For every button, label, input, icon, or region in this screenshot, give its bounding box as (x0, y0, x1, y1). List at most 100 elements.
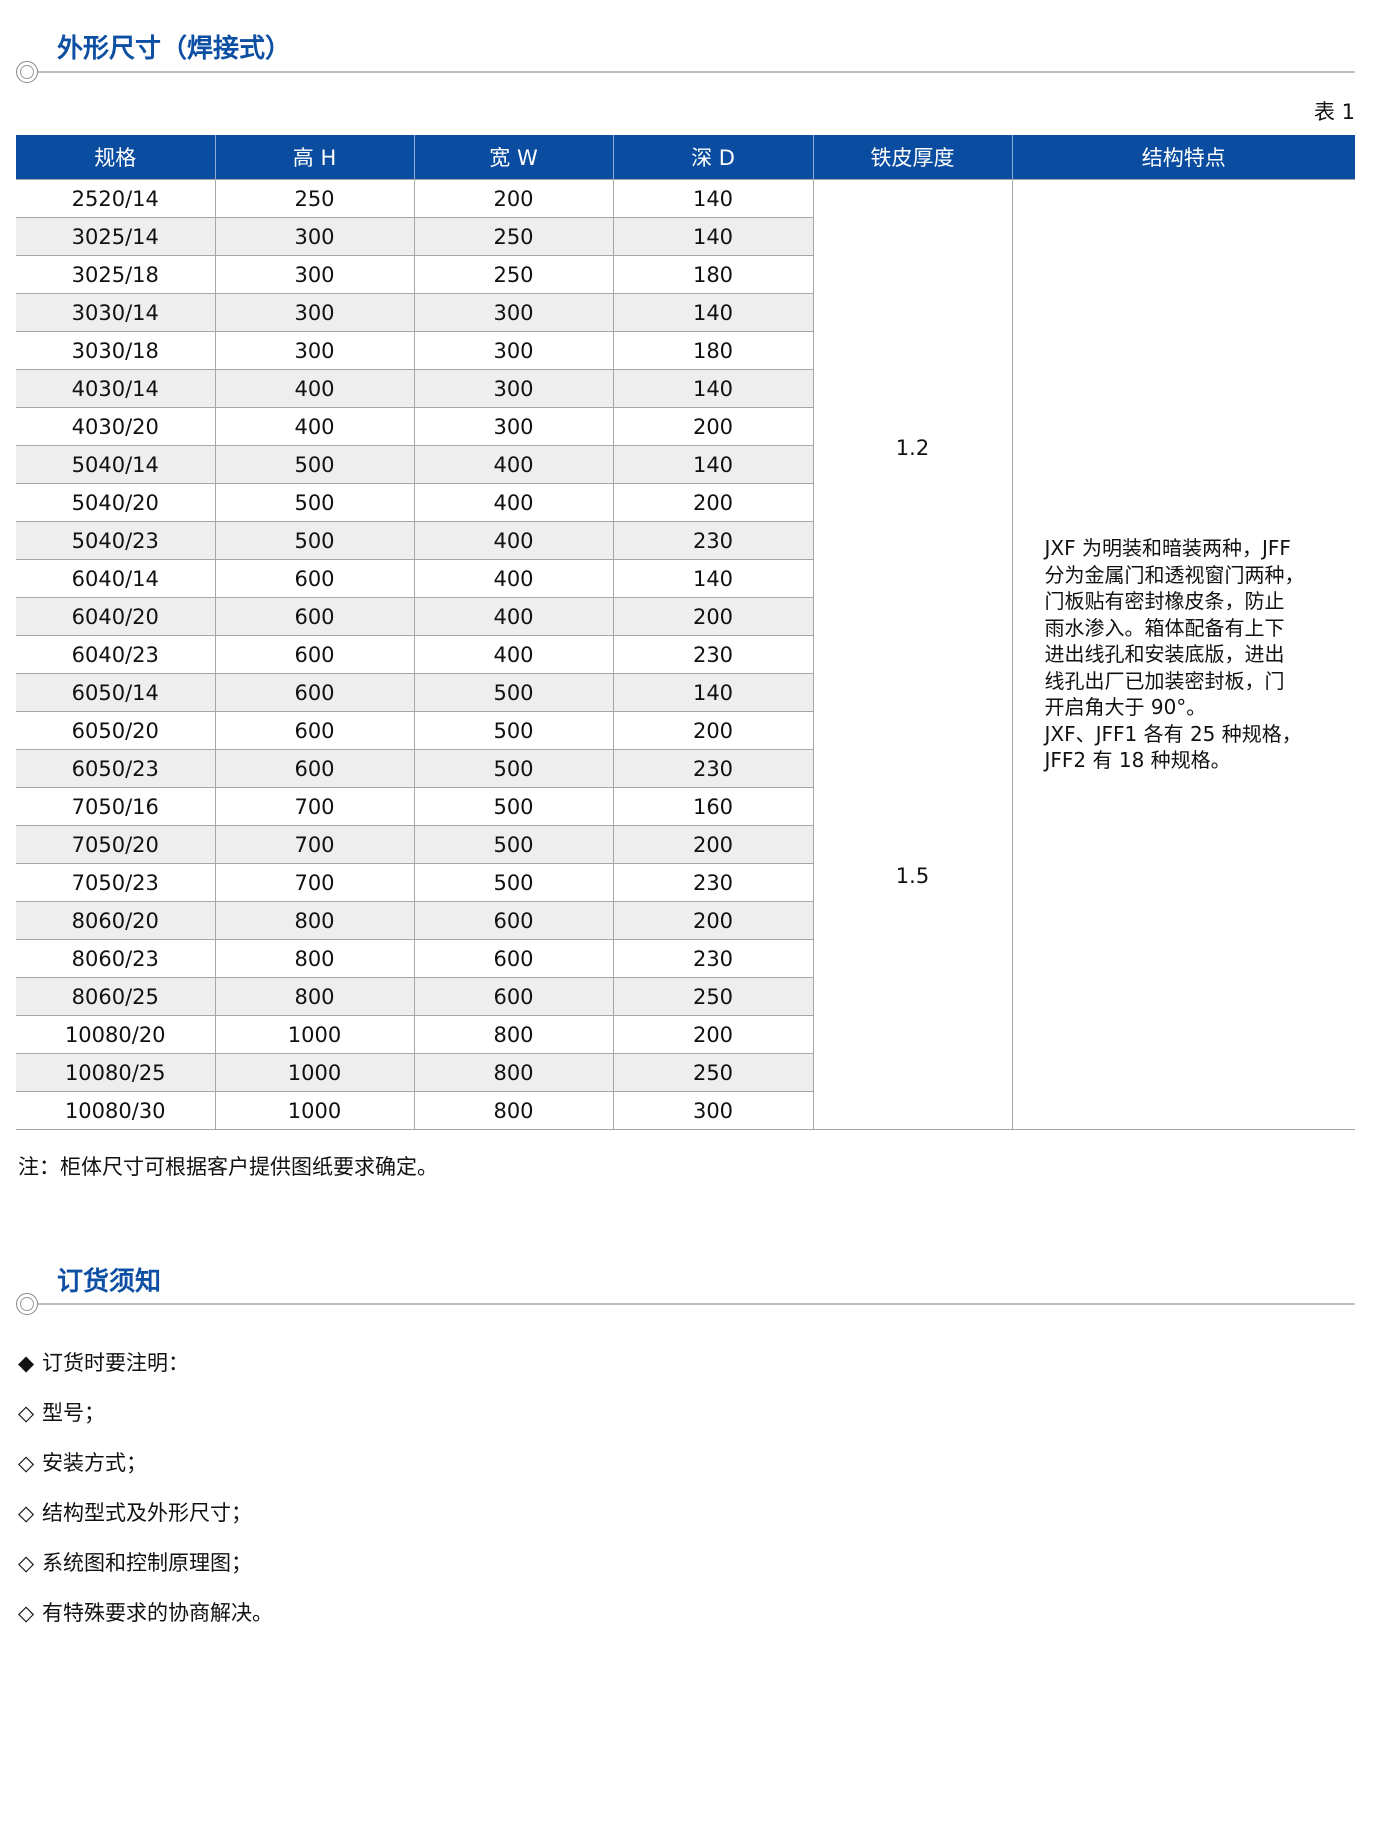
table-cell: 400 (214, 369, 415, 408)
table-cell: 500 (413, 749, 614, 788)
table-cell: 230 (612, 521, 814, 560)
diamond-outline-icon: ◇ (18, 1451, 35, 1475)
list-item-text: 订货时要注明： (42, 1351, 189, 1375)
table-cell: 160 (612, 787, 814, 826)
table-cell: 300 (214, 255, 415, 294)
table-cell: 500 (214, 521, 415, 560)
table-cell: 180 (612, 255, 814, 294)
column-header: 深 D (612, 135, 813, 180)
table-cell: 200 (612, 483, 814, 522)
table-cell: 6040/23 (16, 635, 216, 674)
table-cell: 500 (413, 825, 614, 864)
table-cell: 6040/14 (16, 559, 216, 598)
table-cell: 500 (214, 483, 415, 522)
table-cell: 200 (612, 901, 814, 940)
table-cell: 3025/14 (16, 217, 216, 256)
list-item-text: 型号； (42, 1401, 105, 1425)
table-cell: 200 (612, 1015, 814, 1054)
table-cell: 8060/23 (16, 939, 216, 978)
section-title: 外形尺寸（焊接式） (57, 34, 292, 64)
column-header: 规格 (16, 135, 215, 180)
table-row: 8060/23 800 600 230 (16, 939, 1355, 978)
table-cell: 300 (214, 217, 415, 256)
table-cell: 7050/20 (16, 825, 216, 864)
table-row: 2520/14 250 200 140 1.2 1.5 JXF 为明装和暗装两种，JFF 分为… (16, 179, 1355, 1130)
table-cell: 300 (413, 331, 614, 370)
column-header: 结构特点 (1011, 135, 1355, 180)
table-cell: 1000 (214, 1053, 415, 1092)
section-divider (36, 1303, 1355, 1305)
circle-bullet-icon (16, 1293, 38, 1315)
table-label: 表 1 (1313, 100, 1355, 124)
column-header: 高 H (214, 135, 414, 180)
table-row: 10080/25 1000 800 250 (16, 1053, 1355, 1092)
table-row: 3025/18 300 250 180 (16, 255, 1355, 294)
table-cell: 800 (214, 977, 415, 1016)
table-cell: 3030/18 (16, 331, 216, 370)
table-cell: 140 (612, 369, 814, 408)
table-cell: 600 (214, 597, 415, 636)
features-cell: JXF 为明装和暗装两种，JFF 分为金属门和透视窗门两种， 门板贴有密封橡皮条，防… (1011, 179, 1355, 1130)
table-row: 7050/23 700 500 230 (16, 863, 1355, 902)
table-cell: 6050/23 (16, 749, 216, 788)
table-cell: 180 (612, 331, 814, 370)
features-line: 开启角大于 90°。 (1044, 695, 1207, 720)
list-item: ◇ 结构型式及外形尺寸； (18, 1499, 252, 1527)
table-cell: 10080/30 (16, 1091, 216, 1130)
thickness-cell: 1.2 1.5 (812, 179, 1013, 1130)
list-item: ◇ 型号； (18, 1399, 105, 1427)
table-cell: 250 (214, 179, 415, 218)
table-cell: 400 (413, 559, 614, 598)
features-line: JXF 为明装和暗装两种，JFF (1044, 536, 1291, 561)
table-row: 10080/20 1000 800 200 (16, 1015, 1355, 1054)
table-cell: 140 (612, 293, 814, 332)
table-cell: 200 (612, 711, 814, 750)
list-item-text: 结构型式及外形尺寸； (42, 1501, 252, 1525)
diamond-outline-icon: ◇ (18, 1601, 35, 1625)
table-cell: 400 (413, 445, 614, 484)
filled-diamond-icon: ◆ (18, 1351, 35, 1375)
features-line: 线孔出厂已加装密封板，门 (1044, 668, 1285, 693)
table-row: 4030/20 400 300 200 (16, 407, 1355, 446)
table-cell: 600 (413, 977, 614, 1016)
table-cell: 140 (612, 179, 814, 218)
table-cell: 600 (214, 635, 415, 674)
circle-bullet-icon (16, 61, 38, 83)
table-cell: 250 (612, 1053, 814, 1092)
table-cell: 200 (413, 179, 614, 218)
table-cell: 200 (612, 825, 814, 864)
diamond-outline-icon: ◇ (18, 1551, 35, 1575)
table-row: 3025/14 300 250 140 (16, 217, 1355, 256)
features-line: JXF、JFF1 各有 25 种规格， (1044, 721, 1302, 746)
table-cell: 400 (413, 521, 614, 560)
table-row: 8060/25 800 600 250 (16, 977, 1355, 1016)
table-row: 5040/20 500 400 200 (16, 483, 1355, 522)
table-cell: 2520/14 (16, 179, 216, 218)
column-header: 宽 W (413, 135, 613, 180)
table-cell: 200 (612, 597, 814, 636)
table-cell: 5040/23 (16, 521, 216, 560)
table-cell: 250 (612, 977, 814, 1016)
table-cell: 400 (214, 407, 415, 446)
table-cell: 230 (612, 749, 814, 788)
list-item-text: 有特殊要求的协商解决。 (42, 1601, 273, 1625)
thickness-value: 1.5 (895, 864, 930, 888)
list-item: ◆ 订货时要注明： (18, 1349, 189, 1377)
section-title: 订货须知 (57, 1267, 162, 1297)
table-cell: 700 (214, 825, 415, 864)
table-cell: 500 (413, 787, 614, 826)
table-row: 6050/20 600 500 200 (16, 711, 1355, 750)
table-cell: 140 (612, 217, 814, 256)
table-row: 7050/16 700 500 160 (16, 787, 1355, 826)
table-cell: 10080/20 (16, 1015, 216, 1054)
features-line: 分为金属门和透视窗门两种， (1044, 562, 1305, 587)
table-cell: 8060/25 (16, 977, 216, 1016)
table-cell: 800 (214, 901, 415, 940)
list-item: ◇ 安装方式； (18, 1449, 147, 1477)
table-cell: 600 (214, 559, 415, 598)
table-row: 5040/14 500 400 140 (16, 445, 1355, 484)
list-item: ◇ 系统图和控制原理图； (18, 1549, 252, 1577)
table-row: 3030/14 300 300 140 (16, 293, 1355, 332)
table-cell: 300 (413, 369, 614, 408)
